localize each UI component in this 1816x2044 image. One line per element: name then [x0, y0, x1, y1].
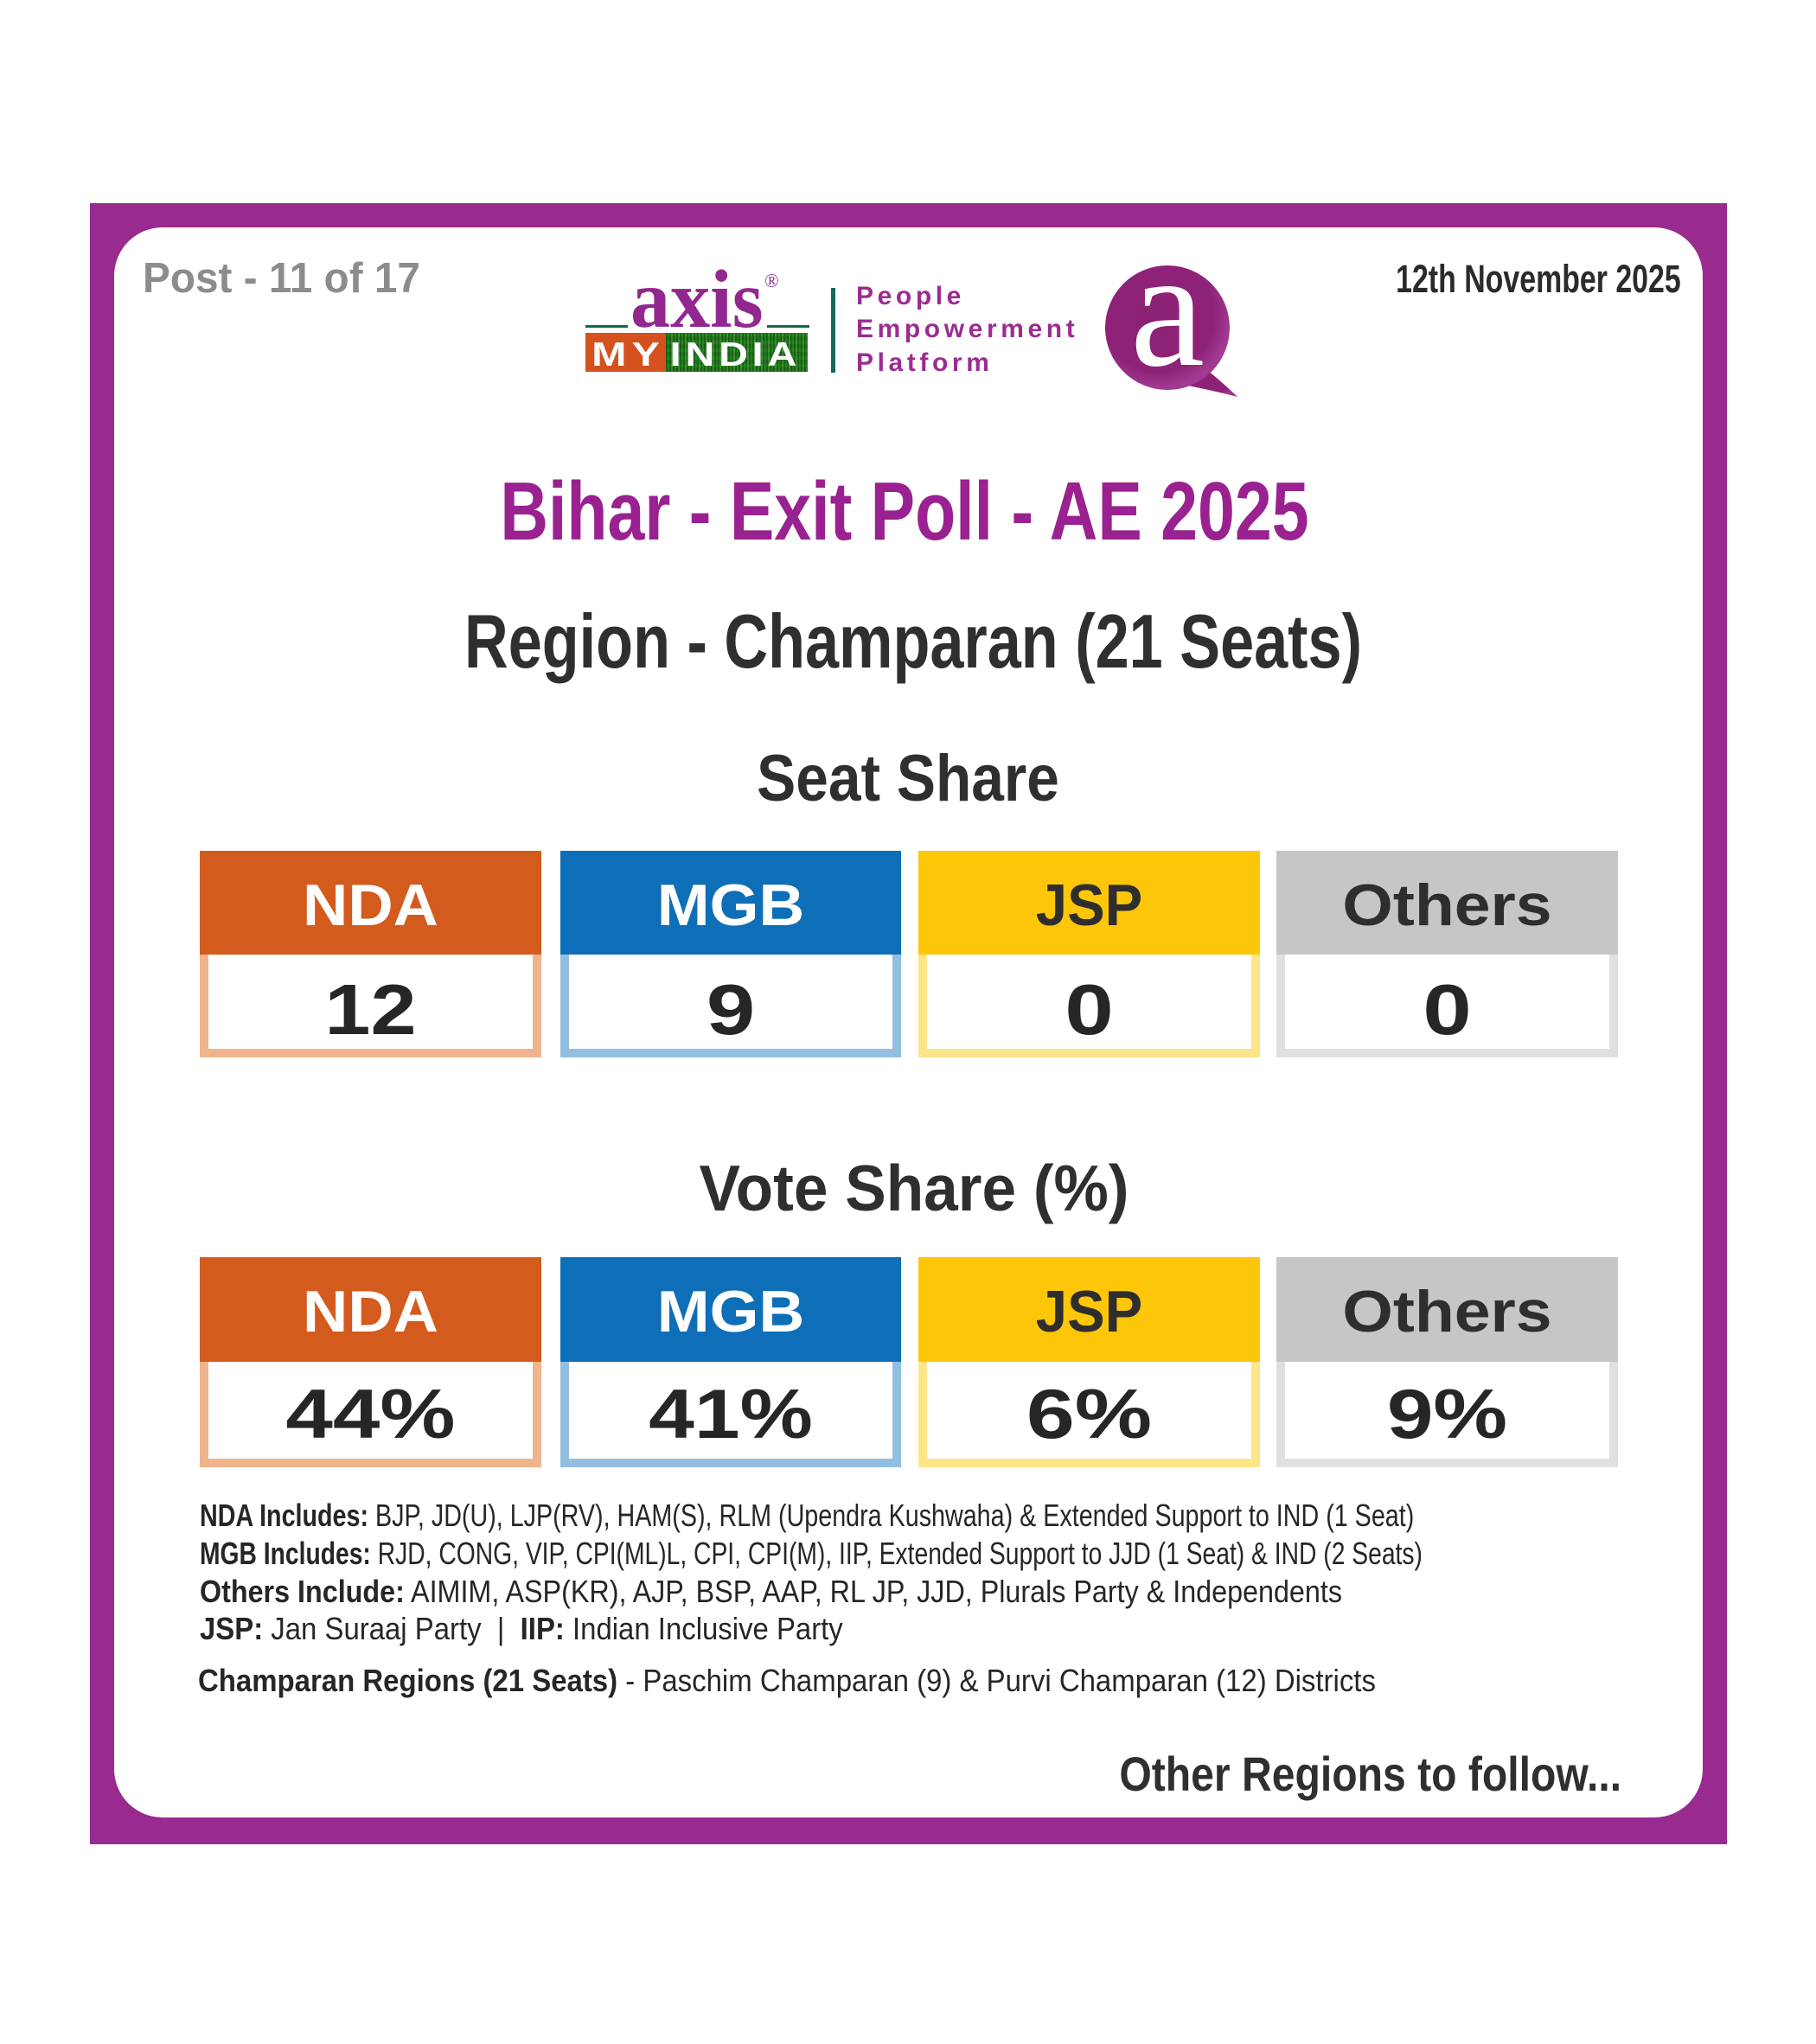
svg-text:a: a: [1130, 259, 1205, 401]
